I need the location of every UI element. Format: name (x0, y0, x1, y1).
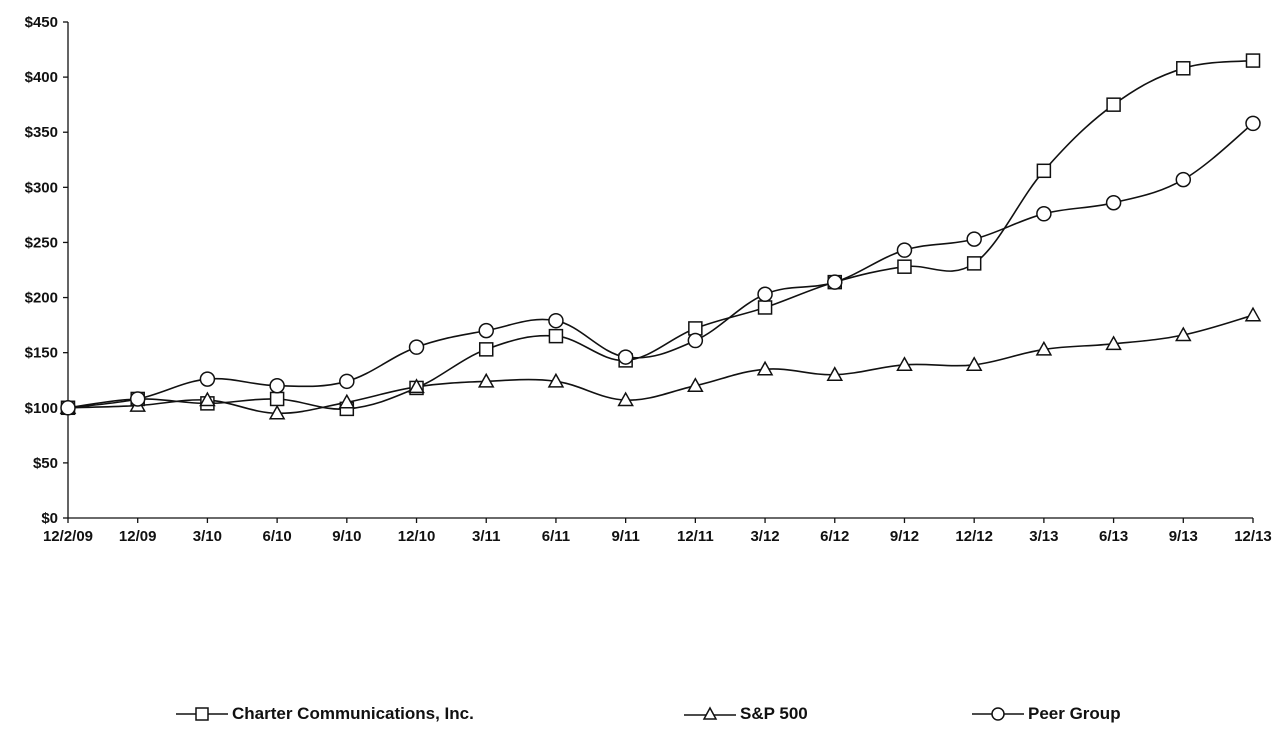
x-tick-label: 9/13 (1169, 528, 1198, 545)
series-peer-group-point (60, 400, 76, 416)
x-tick-label: 3/12 (750, 528, 779, 545)
series-sp500-point (687, 377, 704, 392)
y-tick-label: $50 (33, 455, 58, 472)
series-sp500-point (338, 393, 356, 409)
series-peer-group-point (1245, 115, 1261, 132)
series-charter-point (478, 342, 494, 357)
series-sp500-point (547, 372, 565, 388)
y-tick-label: $450 (25, 14, 58, 31)
series-charter-point (548, 328, 564, 344)
y-tick-label: $200 (25, 290, 58, 307)
series-sp500-point (826, 366, 844, 381)
series-charter-point (1176, 61, 1191, 76)
series-peer-group-point (757, 286, 773, 302)
series-charter-point (1245, 53, 1261, 68)
series-peer-group-point (548, 312, 564, 329)
y-tick-label: $250 (25, 234, 58, 251)
series-peer-group-point (827, 274, 843, 290)
series-peer-group-point (269, 377, 285, 394)
series-peer-group-point (1175, 171, 1192, 188)
y-tick-label: $350 (25, 124, 58, 141)
x-tick-label: 3/13 (1029, 528, 1058, 545)
series-charter-point (1106, 97, 1121, 112)
series-peer-group-point (687, 332, 704, 349)
y-tick-label: $0 (41, 510, 58, 527)
x-tick-label: 12/10 (398, 528, 436, 545)
x-tick-label: 12/2/09 (43, 528, 93, 545)
x-tick-label: 12/12 (955, 528, 993, 545)
y-tick-label: $100 (25, 400, 58, 417)
x-tick-label: 9/11 (611, 528, 639, 545)
x-tick-label: 6/13 (1099, 528, 1128, 545)
x-tick-label: 3/10 (193, 528, 222, 545)
series-charter-point (1036, 163, 1052, 179)
series-peer-group-point (966, 231, 982, 247)
series-peer-group-point (1105, 195, 1122, 211)
series-sp500-point (1244, 306, 1262, 322)
series-sp500-point (1175, 326, 1192, 342)
series-charter-point (757, 300, 773, 315)
series-peer-group-point (617, 349, 634, 365)
x-tick-label: 6/12 (820, 528, 849, 545)
x-tick-label: 3/11 (472, 528, 500, 545)
series-charter-point (966, 256, 982, 271)
series-sp500-point (1105, 335, 1122, 351)
x-tick-label: 6/11 (542, 528, 570, 545)
x-tick-label: 12/13 (1234, 528, 1272, 545)
series-layer (59, 53, 1262, 420)
x-tick-label: 6/10 (263, 528, 292, 545)
series-line-charter (67, 59, 1254, 410)
series-charter-point (897, 259, 912, 274)
series-sp500-point (896, 356, 913, 372)
series-peer-group-point (478, 322, 494, 339)
series-charter-point (269, 391, 285, 407)
series-sp500-point (268, 404, 286, 420)
series-sp500-point (756, 360, 774, 376)
series-sp500-point (199, 391, 216, 407)
series-peer-group-point (408, 339, 425, 355)
y-tick-label: $400 (25, 69, 58, 86)
series-line-sp500 (67, 314, 1254, 415)
series-sp500-point (477, 372, 495, 388)
x-tick-label: 12/09 (119, 528, 157, 545)
series-peer-group-point (1036, 206, 1052, 222)
x-tick-label: 9/12 (890, 528, 919, 545)
series-line-peer-group (67, 122, 1254, 409)
y-tick-label: $150 (25, 345, 58, 362)
series-sp500-point (1035, 340, 1053, 356)
x-tick-label: 9/10 (332, 528, 361, 545)
y-tick-label: $300 (25, 179, 58, 196)
series-sp500-point (965, 356, 983, 372)
x-tick-label: 12/11 (677, 528, 714, 545)
series-peer-group-point (199, 371, 216, 387)
series-sp500-point (408, 378, 425, 394)
series-peer-group-point (129, 391, 146, 407)
series-sp500-point (617, 391, 634, 407)
series-peer-group-point (896, 242, 913, 258)
series-peer-group-point (339, 373, 355, 390)
axes: $0 $50 $100 $150 $200 $250 $300 $350 $400 $450 12/… (25, 14, 1272, 545)
